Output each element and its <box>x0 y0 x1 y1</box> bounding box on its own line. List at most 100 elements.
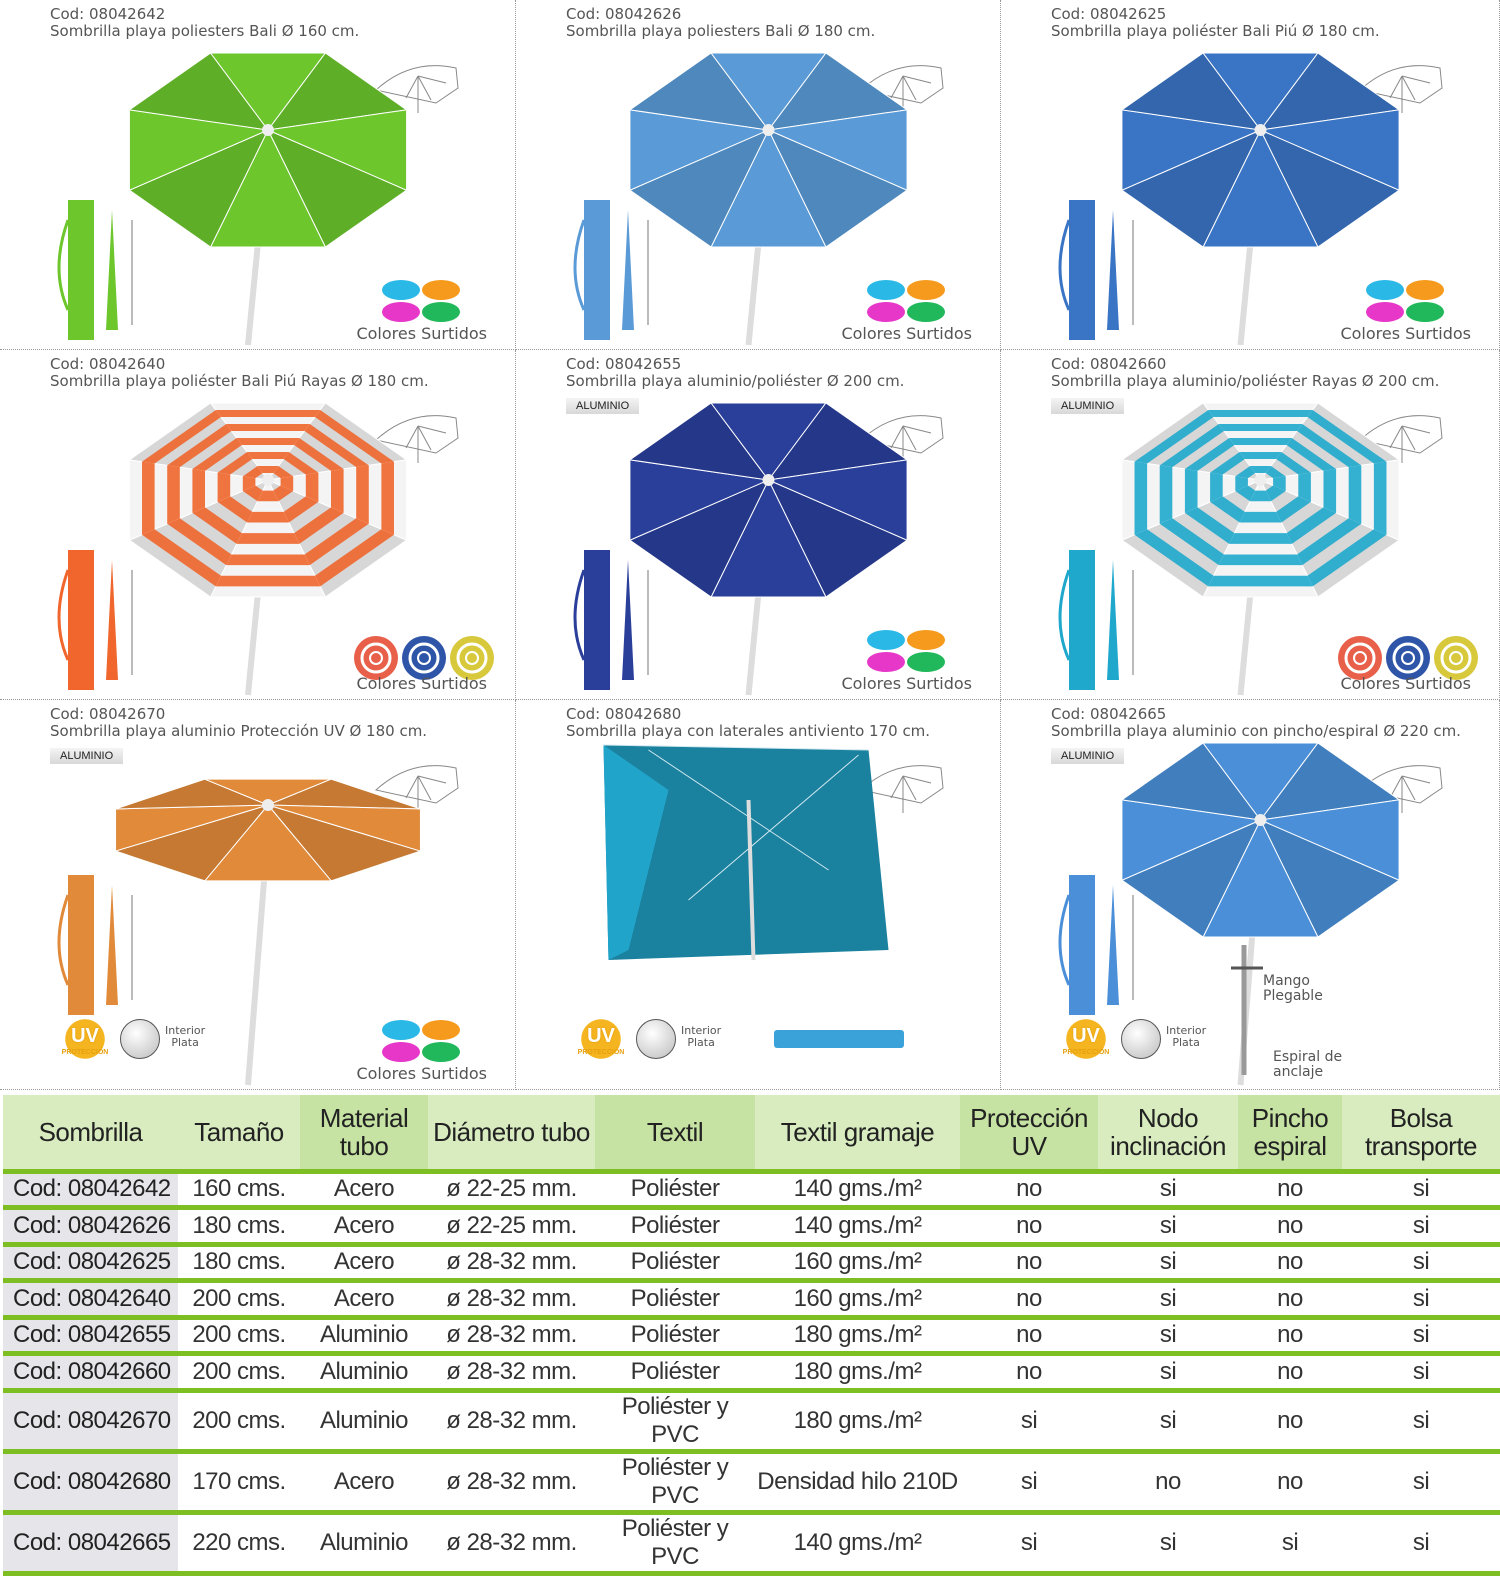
silver-interior-label: Interior Plata <box>1166 1025 1206 1049</box>
column-header-3: Diámetro tubo <box>428 1095 595 1174</box>
table-cell: 160 gms./m² <box>755 1280 960 1320</box>
table-cell: Cod: 08042640 <box>3 1280 178 1320</box>
table-cell: si <box>1342 1171 1500 1210</box>
material-badge: ALUMINIO <box>1051 398 1125 414</box>
table-cell: no <box>960 1207 1098 1247</box>
color-swatches <box>354 636 494 680</box>
interior-line2: Plata <box>687 1036 715 1049</box>
table-cell: 200 cms. <box>178 1390 300 1454</box>
table-cell: no <box>960 1353 1098 1393</box>
color-swatches <box>382 1020 460 1062</box>
uv-protection-badge: UV PROTECCIÓN <box>56 1019 114 1059</box>
table-cell: Aluminio <box>300 1512 428 1576</box>
interior-line1: Interior <box>681 1024 722 1037</box>
table-cell: si <box>1238 1512 1342 1576</box>
table-cell: Poliéster <box>595 1207 755 1247</box>
assorted-colors-label: Colores Surtidos <box>1340 674 1471 693</box>
table-cell: 140 gms./m² <box>755 1512 960 1576</box>
product-card: Cod: 08042640 Sombrilla playa poliéster B… <box>0 350 516 700</box>
product-title: Sombrilla playa aluminio con pincho/espi… <box>1051 722 1461 740</box>
table-row: Cod: 08042670 200 cms. Aluminio ø 28-32 mm.… <box>3 1390 1500 1454</box>
table-cell: 140 gms./m² <box>755 1207 960 1247</box>
table-cell: 170 cms. <box>178 1451 300 1515</box>
table-cell: Poliéster y PVC <box>595 1512 755 1576</box>
product-grid: Cod: 08042642 Sombrilla playa poliesters … <box>0 0 1500 1090</box>
product-illustration <box>603 744 944 1048</box>
table-row: Cod: 08042680 170 cms. Acero ø 28-32 mm. Pol… <box>3 1451 1500 1515</box>
product-code: Cod: 08042680 <box>566 705 682 723</box>
table-cell: Cod: 08042626 <box>3 1207 178 1247</box>
accessories-bag-and-spike <box>1058 875 1134 1015</box>
table-cell: si <box>1098 1280 1238 1320</box>
product-title: Sombrilla playa aluminio Protección UV Ø… <box>50 722 428 740</box>
table-cell: si <box>960 1451 1098 1515</box>
table-cell: 200 cms. <box>178 1317 300 1356</box>
uv-text: UV <box>587 1025 615 1047</box>
table-cell: 160 cms. <box>178 1171 300 1210</box>
product-illustration <box>1058 742 1443 1086</box>
material-badge: ALUMINIO <box>566 398 640 414</box>
table-cell: ø 28-32 mm. <box>428 1280 595 1320</box>
product-illustration <box>1058 402 1478 696</box>
table-cell: no <box>1238 1280 1342 1320</box>
umbrella-outline-icon <box>859 415 944 463</box>
umbrella-canopy <box>1120 402 1401 696</box>
uv-protection-badge: UV PROTECCIÓN <box>572 1019 630 1059</box>
umbrella-canopy <box>628 402 909 696</box>
table-cell: ø 28-32 mm. <box>428 1244 595 1283</box>
table-cell: Acero <box>300 1280 428 1320</box>
folding-handle-and-spiral <box>1231 945 1263 1075</box>
table-header: Sombrilla Tamaño Material tubo Diámetro tub… <box>3 1095 1500 1174</box>
table-cell: si <box>1342 1317 1500 1356</box>
product-illustration <box>57 52 460 346</box>
umbrella-canopy <box>113 778 423 1086</box>
silver-interior-icon <box>1121 1019 1161 1059</box>
column-header-5: Textil gramaje <box>755 1095 960 1174</box>
table-cell: Poliéster y PVC <box>595 1451 755 1515</box>
table-cell: si <box>1342 1512 1500 1576</box>
table-cell: si <box>1098 1171 1238 1210</box>
table-cell: Poliéster <box>595 1280 755 1320</box>
product-code: Cod: 08042655 <box>566 355 682 373</box>
table-cell: 180 gms./m² <box>755 1353 960 1393</box>
assorted-colors-label: Colores Surtidos <box>841 324 972 343</box>
column-header-6: Protección UV <box>960 1095 1098 1174</box>
table-cell: 200 cms. <box>178 1353 300 1393</box>
table-cell: si <box>1342 1280 1500 1320</box>
table-cell: 180 cms. <box>178 1244 300 1283</box>
table-cell: 180 gms./m² <box>755 1390 960 1454</box>
accessories-bag-and-spike <box>57 875 133 1015</box>
color-swatches <box>382 280 460 322</box>
table-row: Cod: 08042660 200 cms. Aluminio ø 28-32 mm.… <box>3 1353 1500 1393</box>
product-code: Cod: 08042625 <box>1051 5 1167 23</box>
table-row: Cod: 08042626 180 cms. Acero ø 22-25 mm. Pol… <box>3 1207 1500 1247</box>
table-cell: ø 28-32 mm. <box>428 1317 595 1356</box>
table-row: Cod: 08042642 160 cms. Acero ø 22-25 mm. Pol… <box>3 1171 1500 1210</box>
table-cell: Cod: 08042625 <box>3 1244 178 1283</box>
product-title: Sombrilla playa aluminio/poliéster Ø 200… <box>566 372 905 390</box>
table-cell: si <box>1098 1353 1238 1393</box>
table-cell: si <box>960 1390 1098 1454</box>
umbrella-canopy <box>1120 742 1401 1086</box>
product-card: Cod: 08042680 Sombrilla playa con lateral… <box>516 700 1001 1090</box>
table-cell: ø 22-25 mm. <box>428 1207 595 1247</box>
material-badge: ALUMINIO <box>50 748 124 764</box>
spec-table: Sombrilla Tamaño Material tubo Diámetro tub… <box>3 1095 1500 1576</box>
table-cell: si <box>1342 1207 1500 1247</box>
product-card: Cod: 08042626 Sombrilla playa poliesters … <box>516 0 1001 350</box>
accessories-bag-and-spike <box>1058 200 1134 340</box>
assorted-colors-label: Colores Surtidos <box>356 674 487 693</box>
folding-handle-label: Mango Plegable <box>1263 974 1323 1004</box>
product-code: Cod: 08042640 <box>50 355 166 373</box>
product-code: Cod: 08042642 <box>50 5 166 23</box>
table-cell: si <box>1098 1390 1238 1454</box>
windbreak-umbrella <box>603 744 889 961</box>
accessories-bag-and-spike <box>57 550 133 690</box>
uv-protection-badge: UV PROTECCIÓN <box>1057 1019 1115 1059</box>
table-cell: no <box>1238 1171 1342 1210</box>
column-header-2: Material tubo <box>300 1095 428 1174</box>
color-swatches <box>1338 636 1478 680</box>
table-cell: ø 28-32 mm. <box>428 1353 595 1393</box>
handle-line1: Mango <box>1263 973 1310 989</box>
interior-line1: Interior <box>1166 1024 1207 1037</box>
